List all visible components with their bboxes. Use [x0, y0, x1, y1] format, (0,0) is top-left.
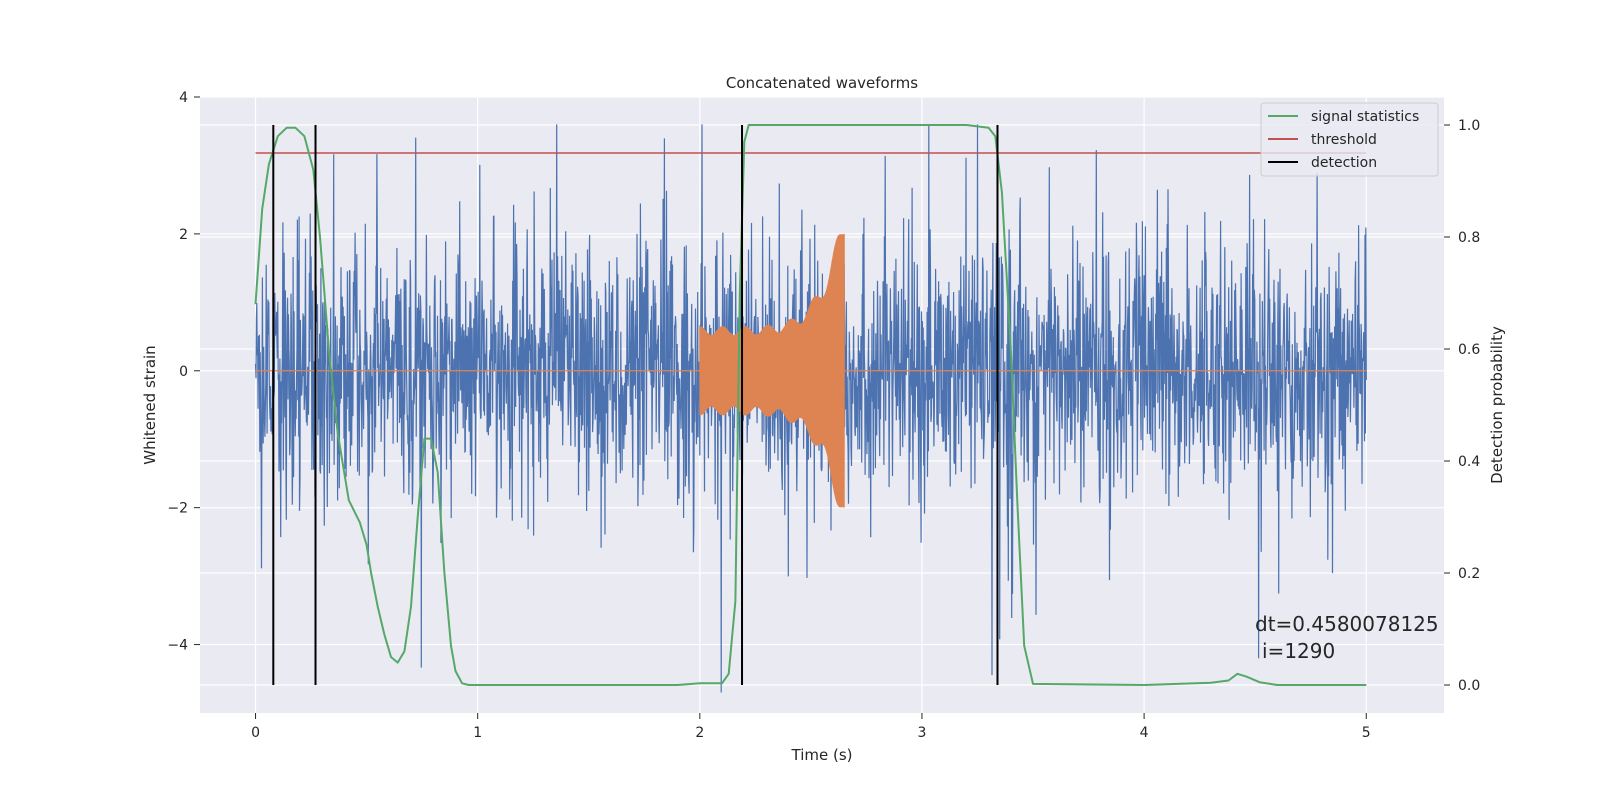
y2-axis-label: Detection probability [1488, 326, 1506, 484]
x-axis-label: Time (s) [791, 746, 853, 764]
y-tick-label: 4 [179, 90, 188, 106]
x-tick-label: 5 [1362, 725, 1371, 741]
y-tick-label: 0 [179, 364, 188, 380]
legend-label-threshold: threshold [1311, 132, 1377, 148]
y-tick-label: 2 [179, 227, 188, 243]
x-tick-label: 0 [251, 725, 260, 741]
y2-tick-label: 0.6 [1458, 342, 1480, 358]
y2-tick-label: 1.0 [1458, 118, 1480, 134]
y2-tick-label: 0.4 [1458, 454, 1480, 470]
annotation-i: i=1290 [1262, 639, 1335, 663]
legend: signal statistics threshold detection [1260, 102, 1439, 177]
ticks: 0 1 2 3 4 5 −4 −2 0 2 4 0.0 0.2 0.4 0.6 0.8 1.0 [167, 90, 1480, 741]
y2-tick-label: 0.2 [1458, 566, 1480, 582]
template-line [255, 233, 1367, 508]
chart-title: Concatenated waveforms [726, 74, 918, 92]
x-tick-label: 2 [695, 725, 704, 741]
annotation-dt: dt=0.4580078125 [1255, 612, 1439, 636]
detection-series [272, 125, 999, 685]
y-tick-label: −4 [167, 638, 188, 654]
legend-box [1260, 102, 1439, 177]
y-tick-label: −2 [167, 501, 188, 517]
x-tick-label: 4 [1140, 725, 1149, 741]
legend-label-detection: detection [1311, 155, 1377, 171]
y2-tick-label: 0.8 [1458, 230, 1480, 246]
template-series [255, 233, 1367, 508]
y2-tick-label: 0.0 [1458, 678, 1480, 694]
x-tick-label: 1 [473, 725, 482, 741]
legend-label-signal-statistics: signal statistics [1311, 109, 1419, 125]
y-axis-label: Whitened strain [141, 345, 159, 464]
signal-statistics-series [254, 124, 1367, 686]
signal-statistics-line [254, 124, 1367, 686]
x-tick-label: 3 [918, 725, 927, 741]
